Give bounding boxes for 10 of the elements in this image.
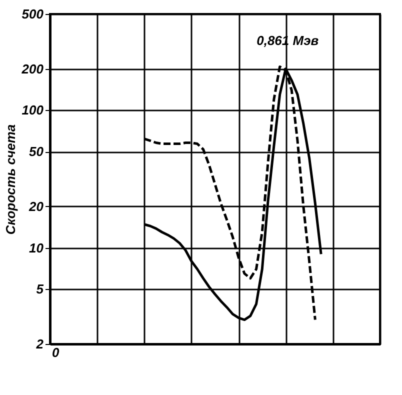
y-tick-label: 10 xyxy=(29,240,44,256)
y-tick-label: 20 xyxy=(28,198,44,214)
y-tick-label: 5 xyxy=(36,282,44,297)
y-tick-label: 100 xyxy=(22,102,44,118)
y-tick-label: 500 xyxy=(22,6,44,22)
y-tick-label: 200 xyxy=(20,61,44,76)
y-tick-label: 50 xyxy=(29,144,44,160)
text: 0 xyxy=(52,345,60,360)
y-axis-title: Скорость счета xyxy=(2,124,18,235)
y-tick-label: 2 xyxy=(35,336,44,352)
